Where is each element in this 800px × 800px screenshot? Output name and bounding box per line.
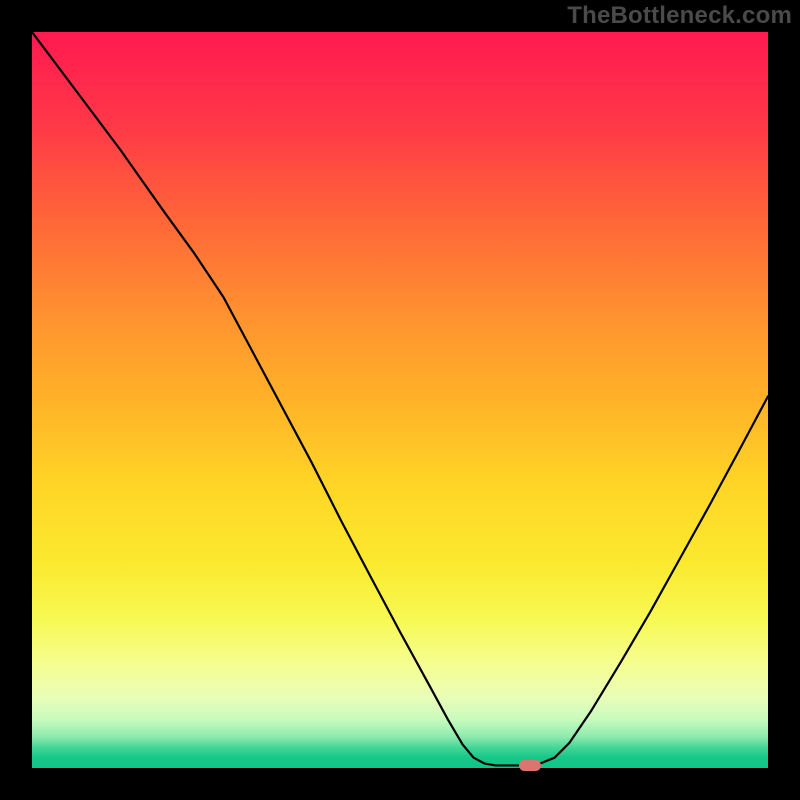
bottleneck-chart <box>32 32 768 768</box>
gradient-background <box>32 32 768 768</box>
optimal-point-marker <box>519 760 541 771</box>
watermark-label: TheBottleneck.com <box>567 2 792 30</box>
